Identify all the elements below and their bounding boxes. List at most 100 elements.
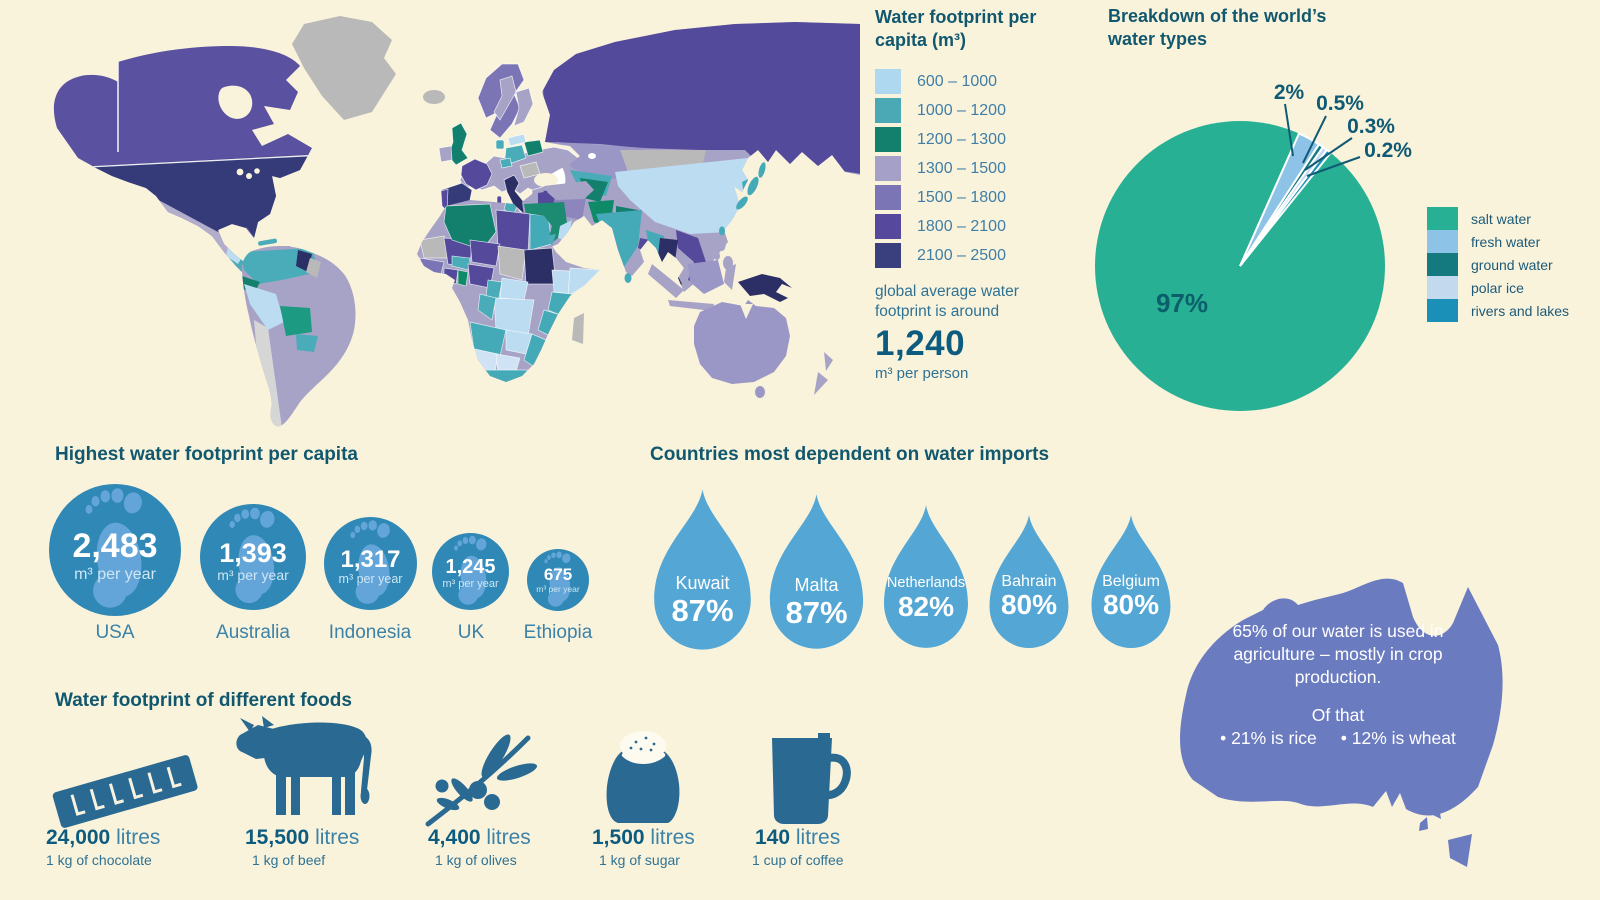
footprint-country: Australia [216, 622, 290, 643]
footprint-country: USA [95, 622, 135, 643]
australia-fact-line2: Of that [1311, 705, 1365, 726]
legend-row: 1000 – 1200 [875, 98, 1055, 123]
footprints-heading: Highest water footprint per capita [55, 444, 358, 465]
legend-swatch [875, 69, 901, 94]
pie-legend-row: rivers and lakes [1427, 299, 1569, 322]
footprint-unit: m³ per year [217, 567, 289, 584]
footprint-unit: m³ per year [74, 565, 156, 583]
food-value: 15,500 litres [245, 826, 360, 849]
drop-percent: 82% [897, 590, 955, 622]
drop-icon [884, 505, 968, 648]
footprint-value: 1,317 [340, 545, 401, 573]
olive-branch-icon [425, 734, 538, 827]
drop-percent: 80% [1102, 589, 1160, 621]
pie-legend-row: fresh water [1427, 230, 1569, 253]
legend-swatch [875, 185, 901, 210]
pie-legend: salt water fresh water ground water pola… [1427, 207, 1569, 322]
map-australia [694, 300, 833, 398]
legend-swatch [875, 214, 901, 239]
food-value: 1,500 litres [592, 826, 695, 849]
water-types-pie-chart: 97% 2% 0.5% 0.3% 0.2% [1095, 81, 1412, 411]
footprint-circle-uk: 1,245 m³ per year [432, 533, 509, 610]
legend-row: 2100 – 2500 [875, 243, 1055, 268]
legend-row: 1500 – 1800 [875, 185, 1055, 210]
drop-percent: 87% [671, 592, 734, 628]
sugar-sack-icon [606, 731, 680, 823]
footprint-unit: m³ per year [442, 577, 499, 590]
water-drop-netherlands: Netherlands 82% [876, 502, 976, 650]
map-turkey [544, 181, 594, 200]
drop-icon [654, 489, 751, 650]
food-caption: 1 kg of chocolate [46, 852, 152, 868]
footprint-value: 1,393 [219, 537, 287, 568]
drop-country: Belgium [1102, 572, 1160, 590]
pie-callout-lines [1284, 103, 1361, 177]
footprint-icon [453, 535, 487, 605]
pie-legend-swatch [1427, 230, 1458, 253]
global-average-unit: m³ per person [875, 365, 969, 383]
legend-swatch [875, 156, 901, 181]
legend-row: 1200 – 1300 [875, 127, 1055, 152]
drop-country: Netherlands [886, 575, 966, 591]
footprint-unit: m³ per year [338, 571, 403, 586]
food-caption: 1 kg of olives [435, 852, 517, 868]
global-average-value: 1,240 [875, 324, 966, 364]
australia-fact-wheat: • 12% is wheat [1340, 728, 1456, 749]
legend-row: 1800 – 2100 [875, 214, 1055, 239]
coffee-mug-icon [772, 733, 851, 824]
drop-percent: 80% [1000, 589, 1058, 621]
foods-heading: Water footprint of different foods [55, 690, 352, 711]
pie-legend-swatch [1427, 207, 1458, 230]
food-caption: 1 kg of beef [252, 852, 326, 868]
map-black-sea [534, 173, 558, 187]
footprint-circle-ethiopia: 675 m³ per year [527, 549, 589, 611]
australia-fact-line1: 65% of our water is used in agriculture … [1232, 621, 1444, 688]
drop-icon [989, 514, 1069, 649]
legend-row: 600 – 1000 [875, 69, 1055, 94]
footprint-value: 675 [543, 565, 573, 585]
water-drop-belgium: Belgium 80% [1084, 512, 1178, 650]
water-drop-bahrain: Bahrain 80% [982, 512, 1076, 650]
food-value: 140 litres [755, 826, 841, 849]
food-value: 24,000 litres [46, 826, 161, 849]
footprint-icon [349, 520, 390, 604]
food-caption: 1 kg of sugar [599, 852, 680, 868]
pie-slices [1095, 121, 1385, 411]
footprint-circle-australia: 1,393 m³ per year [200, 504, 306, 610]
map-islands [624, 139, 792, 311]
legend-swatch [875, 98, 901, 123]
australia-fact-rice: • 21% is rice [1220, 728, 1317, 749]
drop-percent: 87% [785, 594, 848, 630]
australia-fact-text: 65% of our water is used in agriculture … [1192, 620, 1484, 750]
map-greenland [292, 16, 445, 120]
pie-legend-row: ground water [1427, 253, 1569, 276]
footprint-circle-indonesia: 1,317 m³ per year [324, 517, 417, 610]
drop-icon [1091, 514, 1171, 649]
legend-row: 1300 – 1500 [875, 156, 1055, 181]
pie-label-rivers: 0.2% [1364, 139, 1412, 162]
footprint-icon [229, 507, 275, 604]
pie-label-ground: 0.5% [1316, 92, 1364, 115]
drop-icon [769, 494, 864, 649]
legend-swatch [875, 243, 901, 268]
legend-swatch [875, 127, 901, 152]
cow-icon [236, 716, 372, 815]
chocolate-bar-icon [52, 755, 198, 828]
pie-title: Breakdown of the world’s water types [1108, 6, 1327, 49]
imports-heading: Countries most dependent on water import… [650, 444, 1050, 465]
footprint-value: 1,245 [445, 555, 496, 578]
world-map [53, 16, 860, 427]
pie-label-fresh: 2% [1274, 81, 1305, 104]
footprint-circle-usa: 2,483 m³ per year [49, 484, 181, 616]
pie-label-salt: 97% [1156, 288, 1208, 318]
pie-legend-swatch [1427, 253, 1458, 276]
footprint-value: 2,483 [72, 526, 158, 565]
map-madagascar [572, 313, 584, 344]
pie-legend-swatch [1427, 276, 1458, 299]
footprint-country: Ethiopia [523, 622, 593, 643]
drop-country: Kuwait [675, 572, 730, 593]
drop-country: Malta [794, 574, 839, 595]
footprint-country: UK [457, 622, 485, 643]
water-drop-kuwait: Kuwait 87% [645, 486, 760, 652]
